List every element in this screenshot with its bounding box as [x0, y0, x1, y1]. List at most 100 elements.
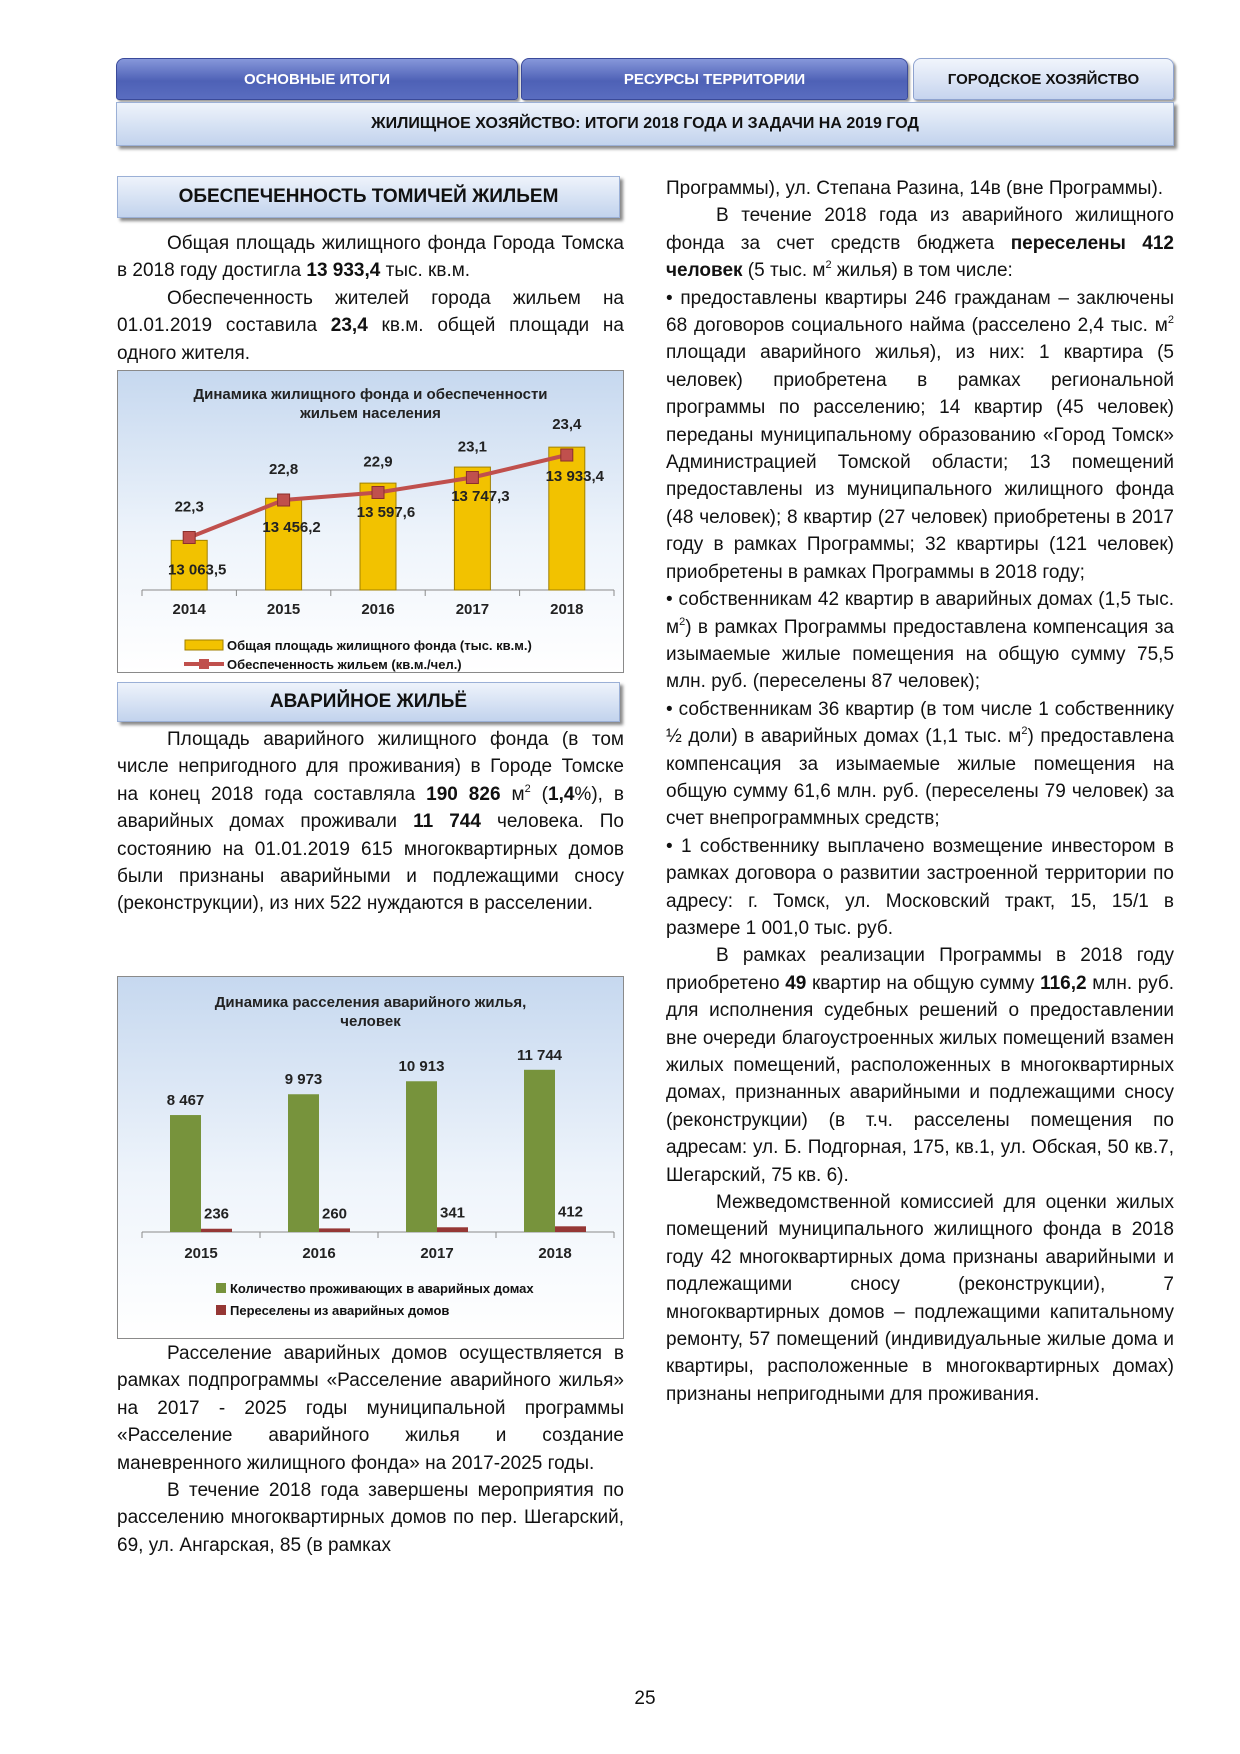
data-label: 23,4: [552, 416, 582, 433]
data-label: 13 933,4: [546, 468, 605, 485]
text-run: млн. руб. для исполнения судебных решени…: [666, 972, 1174, 1186]
superscript: 2: [1167, 314, 1174, 327]
text-run: кв.м. общей площади на одного жителя.: [117, 315, 624, 364]
line-marker: [277, 493, 291, 507]
legend-entry: Общая площадь жилищного фонда (тыс. кв.м…: [184, 636, 532, 654]
legend-swatch: [216, 1305, 226, 1315]
data-label: 341: [440, 1204, 465, 1221]
bar: [170, 1115, 201, 1232]
tab[interactable]: РЕСУРСЫ ТЕРРИТОРИИ: [521, 58, 908, 100]
line-marker: [465, 471, 479, 484]
x-tick-label: 2017: [420, 1245, 453, 1262]
text-run: В рамках реализации Программы в 2018 год…: [666, 945, 1174, 994]
legend-box: [216, 1305, 226, 1315]
bar: [265, 497, 303, 591]
legend-label: Обеспеченность жильем (кв.м./чел.): [227, 656, 462, 672]
paragraph: Межведомственной комиссией для оценки жи…: [666, 1189, 1174, 1408]
text-run: ) в рамках Программы предоставлена компе…: [666, 616, 1174, 693]
bold-text: 116,2: [1040, 972, 1087, 994]
paragraph: Расселение аварийных домов осуществляетс…: [117, 1340, 624, 1477]
legend-marker: [199, 659, 209, 669]
legend-box: [216, 1283, 226, 1293]
text-run: Обеспеченность жителей города жильем на …: [117, 287, 624, 337]
data-label: 22,8: [269, 461, 298, 478]
bar: [319, 1228, 350, 1232]
text-run: Общая площадь жилищного фонда Города Том…: [117, 233, 624, 282]
text-run: %), в аварийных домах проживали: [117, 783, 624, 833]
bar: [170, 539, 208, 591]
bold-text: 23,4: [330, 315, 368, 337]
data-label: 8 467: [167, 1092, 205, 1109]
text-run: Расселение аварийных домов осуществляетс…: [117, 1343, 624, 1474]
tab[interactable]: ГОРОДСКОЕ ХОЗЯЙСТВО: [913, 58, 1174, 100]
legend-swatch: [184, 659, 224, 669]
text-block: Общая площадь жилищного фонда Города Том…: [117, 230, 624, 367]
text-run: Площадь аварийного жилищного фонда (в то…: [117, 729, 624, 805]
line-marker: [182, 531, 196, 544]
paragraph: Общая площадь жилищного фонда Города Том…: [117, 230, 624, 285]
data-label: 22,9: [363, 453, 392, 470]
data-label: 236: [204, 1206, 229, 1223]
text-run: 1 собственнику выплачено возмещение инве…: [666, 835, 1174, 939]
bar: [288, 1094, 319, 1232]
text-run: (5 тыс. м: [742, 260, 826, 282]
text-block: Программы), ул. Степана Разина, 14в (вне…: [666, 175, 1174, 1408]
superscript: 2: [679, 615, 686, 628]
bar: [524, 1069, 555, 1232]
text-run: Программы), ул. Степана Разина, 14в (вне…: [666, 178, 1164, 199]
x-tick-label: 2018: [538, 1245, 571, 1262]
text-run: В течение 2018 года из аварийного жилищн…: [666, 205, 1174, 254]
legend-entry: Переселены из аварийных домов: [215, 1301, 449, 1319]
x-tick-label: 2016: [361, 601, 394, 618]
text-run: тыс. кв.м.: [380, 260, 471, 282]
chart: Динамика жилищного фонда и обеспеченност…: [117, 370, 624, 673]
x-tick-label: 2017: [456, 601, 489, 618]
chart-title: Динамика расселения аварийного жилья, че…: [214, 994, 527, 1030]
paragraph: В течение 2018 года из аварийного жилищн…: [666, 202, 1174, 284]
bold-text: 190 826: [426, 783, 501, 805]
text-block: Расселение аварийных домов осуществляетс…: [117, 1340, 624, 1559]
page-number: 25: [634, 1688, 656, 1709]
line-marker: [371, 486, 385, 499]
paragraph: Обеспеченность жителей города жильем на …: [117, 285, 624, 367]
paragraph: Площадь аварийного жилищного фонда (в то…: [117, 726, 624, 918]
x-tick-label: 2015: [184, 1245, 217, 1262]
chart-title: Динамика жилищного фонда и обеспеченност…: [193, 386, 548, 422]
legend-swatch: [184, 639, 224, 651]
bold-text: 1,4: [548, 783, 575, 805]
x-tick-label: 2016: [302, 1245, 335, 1262]
bar: [359, 482, 397, 591]
text-run: ) предоставлена компенсация за изымаемые…: [666, 726, 1174, 830]
section-heading: ОБЕСПЕЧЕННОСТЬ ТОМИЧЕЙ ЖИЛЬЕМ: [117, 176, 620, 218]
superscript: 2: [524, 782, 531, 795]
x-tick-label: 2015: [267, 601, 300, 618]
bar: [555, 1226, 586, 1232]
data-label: 11 744: [517, 1047, 563, 1064]
bar: [548, 446, 586, 591]
data-label: 13 063,5: [168, 561, 226, 578]
text-run: предоставлены квартиры 246 гражданам – з…: [666, 287, 1175, 337]
data-label: 13 597,6: [357, 504, 415, 521]
text-run: квартир на общую сумму: [806, 972, 1041, 994]
tab[interactable]: ОСНОВНЫЕ ИТОГИ: [116, 58, 518, 100]
data-label: 13 456,2: [262, 519, 320, 536]
legend-entry: Обеспеченность жильем (кв.м./чел.): [184, 655, 462, 673]
bold-text: переселены 412 человек: [666, 232, 1175, 282]
text-run: площади аварийного жилья), из них: 1 ква…: [666, 342, 1174, 583]
data-label: 22,3: [175, 498, 204, 515]
text-run: жилья) в том числе:: [831, 260, 1013, 282]
text-run: человека. По состоянию на 01.01.2019 615…: [117, 811, 624, 915]
bar: [201, 1228, 232, 1232]
legend-swatch: [216, 1283, 226, 1293]
page-title: ЖИЛИЩНОЕ ХОЗЯЙСТВО: ИТОГИ 2018 ГОДА И ЗА…: [116, 102, 1174, 146]
paragraph: предоставлены квартиры 246 гражданам – з…: [666, 285, 1174, 586]
legend-entry: Количество проживающих в аварийных домах: [215, 1279, 534, 1297]
legend-box: [184, 639, 224, 651]
bold-text: 11 744: [413, 811, 481, 833]
bar: [406, 1081, 437, 1232]
chart-plot: 2014 2015 2016 2017 2018 13 063,5 13 456,2 13 5…: [141, 416, 615, 618]
text-run: м: [500, 783, 525, 805]
x-tick-label: 2014: [173, 601, 207, 618]
text-run: Межведомственной комиссией для оценки жи…: [666, 1192, 1174, 1405]
